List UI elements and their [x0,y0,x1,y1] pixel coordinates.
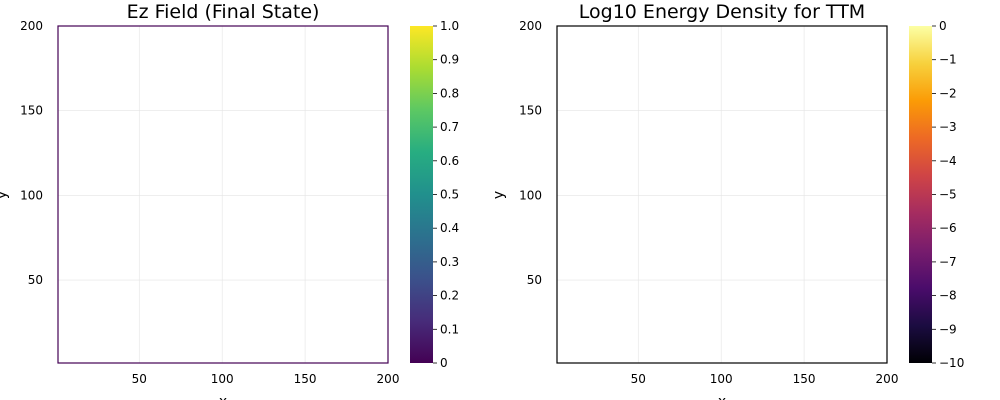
colorbar-tick-label: −7 [939,255,957,269]
chart-title: Ez Field (Final State) [127,1,320,23]
x-tick-label: 150 [793,372,816,386]
x-tick-labels: 50 100 150 200 [132,372,400,386]
y-tick-label: 100 [519,188,542,202]
chart-title: Log10 Energy Density for TTM [579,1,865,23]
grid-lines [557,25,888,363]
colorbar-tick-label: 1.0 [440,19,459,33]
y-tick-label: 200 [519,19,542,33]
y-axis-label: y [491,191,507,199]
x-tick-label: 100 [710,372,733,386]
x-tick-label: 200 [377,372,400,386]
colorbar-tick-labels: −10−9−8−7−6−5−4−3−2−10 [932,19,964,370]
colorbar-tick-label: −5 [939,188,957,202]
y-tick-label: 50 [28,273,43,287]
colorbar-tick-label: 0.7 [440,120,459,134]
y-tick-label: 200 [20,19,43,33]
colorbar-tick-label: 0.9 [440,53,459,67]
colorbar-tick-label: −9 [939,322,957,336]
colorbar-tick-label: 0 [939,19,947,33]
y-axis-label: y [0,191,10,199]
y-tick-label: 150 [20,104,43,118]
colorbar-tick-label: −8 [939,289,957,303]
heatmap-frame [556,25,888,364]
colorbar-tick-label: 0.6 [440,154,459,168]
x-tick-label: 100 [211,372,234,386]
x-axis-label: x [219,394,227,400]
heatmap-frame [57,25,389,364]
colorbar [909,26,932,363]
colorbar [410,26,433,363]
heatmap-panel-ez-field: Ez Field (Final State) 50 100 150 200 50 100… [0,1,459,400]
colorbar-tick-labels: 0 0.1 0.2 0.3 0.4 0.5 0.6 0.7 0.8 0.9 1.0 [433,19,459,370]
x-tick-label: 50 [631,372,646,386]
colorbar-tick-label: −2 [939,86,957,100]
colorbar-tick-label: −3 [939,120,957,134]
y-tick-label: 50 [527,273,542,287]
x-tick-label: 50 [132,372,147,386]
grid-lines [58,25,389,363]
y-tick-label: 100 [20,188,43,202]
colorbar-tick-label: −6 [939,221,957,235]
colorbar-tick-label: −4 [939,154,957,168]
colorbar-tick-label: 0.5 [440,188,459,202]
colorbar-tick-label: 0.3 [440,255,459,269]
colorbar-tick-label: −1 [939,53,957,67]
x-tick-labels: 50 100 150 200 [631,372,899,386]
colorbar-tick-label: −10 [939,356,964,370]
y-tick-labels: 50 100 150 200 [519,19,542,287]
x-tick-label: 200 [876,372,899,386]
x-tick-label: 150 [294,372,317,386]
x-axis-label: x [718,394,726,400]
heatmap-panel-log10-energy: Log10 Energy Density for TTM 50 100 150 200… [491,1,964,400]
colorbar-tick-label: 0.8 [440,86,459,100]
colorbar-tick-label: 0.1 [440,322,459,336]
colorbar-tick-label: 0.4 [440,221,459,235]
colorbar-tick-label: 0.2 [440,289,459,303]
y-tick-labels: 50 100 150 200 [20,19,43,287]
y-tick-label: 150 [519,104,542,118]
colorbar-tick-label: 0 [440,356,448,370]
